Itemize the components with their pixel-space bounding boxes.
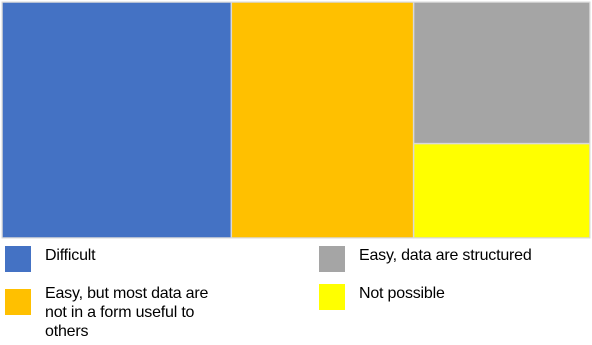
legend-label-easy-but-most-data-are-not-in-a-form-useful-to-others: Easy, but most data are not in a form use… (45, 285, 208, 340)
legend: Difficult Easy, but most data are not in a… (5, 246, 532, 340)
legend-label-line: Easy, but most data are (45, 285, 208, 302)
legend-swatch-difficult (5, 246, 31, 272)
legend-label-not-possible: Not possible (359, 285, 445, 302)
legend-label-easy-data-are-structured: Easy, data are structured (359, 247, 532, 264)
legend-label-line: Difficult (45, 247, 96, 264)
legend-label-line: Easy, data are structured (359, 247, 532, 264)
treemap-tile-easy-but-most-data-are-not-in-a-form-useful-to-others (232, 2, 413, 238)
legend-label-difficult: Difficult (45, 247, 96, 264)
treemap-tile-easy-data-are-structured (414, 2, 590, 143)
legend-label-line: others (45, 323, 88, 340)
legend-label-line: Not possible (359, 285, 445, 302)
legend-swatch-easy-but-most-data-are-not-in-a-form-useful-to-others (5, 289, 31, 315)
plot-area (1, 1, 591, 239)
legend-swatch-not-possible (319, 284, 345, 310)
legend-swatch-easy-data-are-structured (319, 246, 345, 272)
legend-label-line: not in a form useful to (45, 304, 195, 321)
treemap-tile-not-possible (414, 144, 590, 238)
treemap-tile-difficult (2, 2, 231, 238)
